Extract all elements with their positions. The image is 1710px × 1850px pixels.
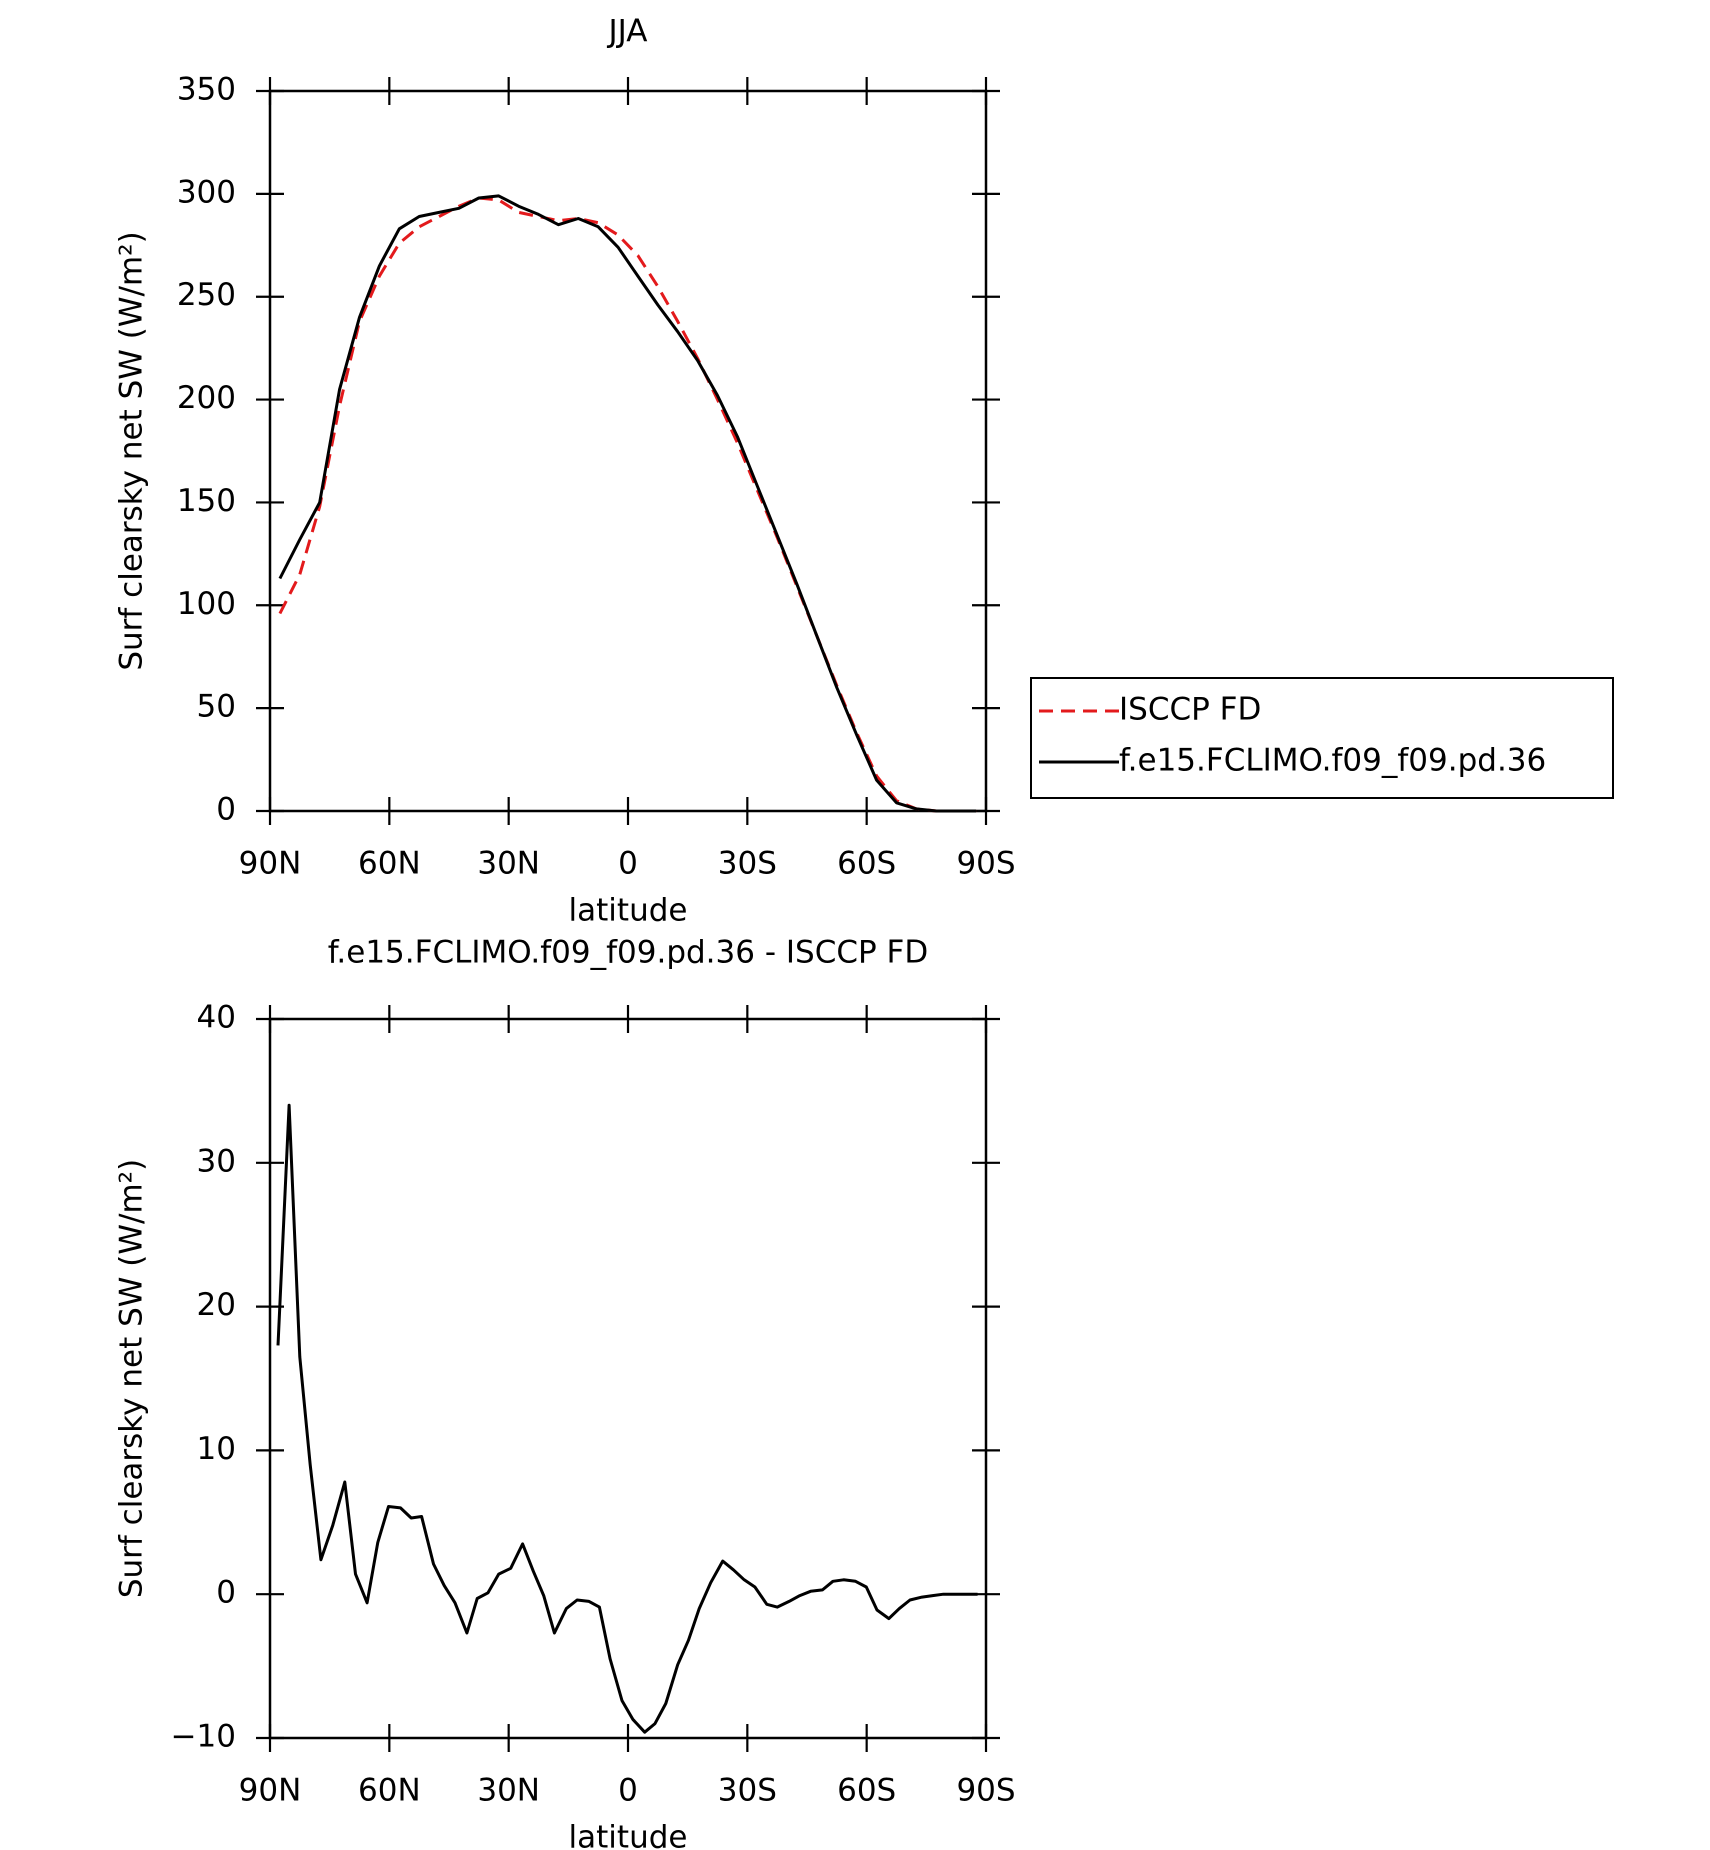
y-tick-label: 20 (197, 1287, 236, 1323)
chart-title: f.e15.FCLIMO.f09_f09.pd.36 - ISCCP FD (328, 935, 929, 971)
x-tick-label: 0 (618, 1773, 638, 1809)
legend-label: f.e15.FCLIMO.f09_f09.pd.36 (1119, 743, 1546, 779)
x-tick-label: 30N (477, 846, 540, 882)
y-tick-label: 150 (177, 483, 236, 519)
x-axis-label: latitude (569, 893, 688, 929)
y-axis-label: Surf clearsky net SW (W/m²) (114, 1159, 150, 1598)
chart-title: JJA (607, 14, 648, 50)
plot-frame (268, 1017, 988, 1740)
x-tick-label: 60S (837, 1773, 896, 1809)
y-tick-label: 0 (216, 1575, 236, 1611)
y-tick-label: 10 (197, 1431, 236, 1467)
x-tick-label: 30N (477, 1773, 540, 1809)
x-axis-label: latitude (569, 1820, 688, 1850)
x-tick-label: 30S (718, 1773, 777, 1809)
x-tick-label: 90S (956, 846, 1015, 882)
data-line (278, 194, 977, 813)
legend-box (1030, 677, 1614, 799)
y-tick-label: 30 (197, 1143, 236, 1179)
y-tick-label: 300 (177, 174, 236, 210)
y-tick-label: 100 (177, 586, 236, 622)
y-tick-label: 50 (197, 689, 236, 725)
y-tick-label: 350 (177, 72, 236, 108)
x-tick-label: 0 (618, 846, 638, 882)
y-axis-label: Surf clearsky net SW (W/m²) (114, 231, 150, 670)
y-tick-label: 250 (177, 277, 236, 313)
plot-frame (268, 89, 988, 813)
y-tick-label: 40 (197, 1000, 236, 1036)
x-tick-label: 90N (239, 846, 302, 882)
x-tick-label: 90S (956, 1773, 1015, 1809)
legend-label: ISCCP FD (1119, 692, 1261, 728)
x-tick-label: 90N (239, 1773, 302, 1809)
x-tick-label: 60N (358, 846, 421, 882)
data-line (278, 196, 977, 813)
y-tick-label: 200 (177, 380, 236, 416)
x-tick-label: 60N (358, 1773, 421, 1809)
data-line (276, 1103, 978, 1734)
y-tick-label: 0 (216, 792, 236, 828)
y-tick-label: −10 (171, 1719, 236, 1755)
x-tick-label: 60S (837, 846, 896, 882)
x-tick-label: 30S (718, 846, 777, 882)
